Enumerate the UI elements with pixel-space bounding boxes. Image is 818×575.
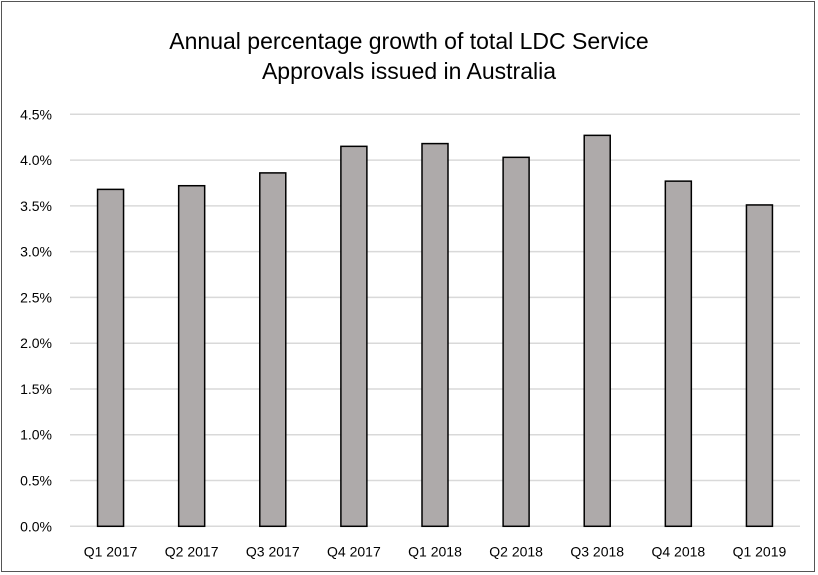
bar [502, 156, 530, 528]
x-tick-label: Q3 2017 [246, 543, 300, 559]
bar [583, 134, 611, 528]
x-tick-label: Q2 2017 [165, 543, 219, 559]
y-tick-label: 1.0% [20, 427, 52, 443]
bar [259, 172, 287, 528]
chart-title-line-2: Approvals issued in Australia [261, 58, 557, 84]
y-tick-label: 2.0% [20, 335, 52, 351]
y-tick-label: 0.5% [20, 473, 52, 489]
bar [96, 188, 125, 528]
y-tick-label: 1.5% [20, 381, 52, 397]
bar [745, 204, 774, 528]
x-tick-label: Q1 2019 [733, 543, 787, 559]
y-tick-label: 3.5% [20, 198, 52, 214]
bar [421, 142, 449, 528]
bar [664, 180, 693, 528]
x-tick-label: Q3 2018 [570, 543, 624, 559]
bar [177, 184, 206, 528]
x-tick-label: Q2 2018 [489, 543, 543, 559]
y-tick-label: 4.5% [20, 106, 52, 122]
x-tick-label: Q1 2017 [84, 543, 138, 559]
y-tick-label: 4.0% [20, 152, 52, 168]
x-tick-label: Q1 2018 [408, 543, 462, 559]
y-tick-label: 3.0% [20, 244, 52, 260]
chart-title: Annual percentage growth of total LDC Se… [0, 26, 818, 86]
bar [340, 145, 368, 528]
chart-title-line-1: Annual percentage growth of total LDC Se… [169, 28, 649, 54]
y-tick-label: 0.0% [20, 518, 52, 534]
x-tick-label: Q4 2018 [651, 543, 705, 559]
y-tick-label: 2.5% [20, 289, 52, 305]
x-tick-label: Q4 2017 [327, 543, 381, 559]
